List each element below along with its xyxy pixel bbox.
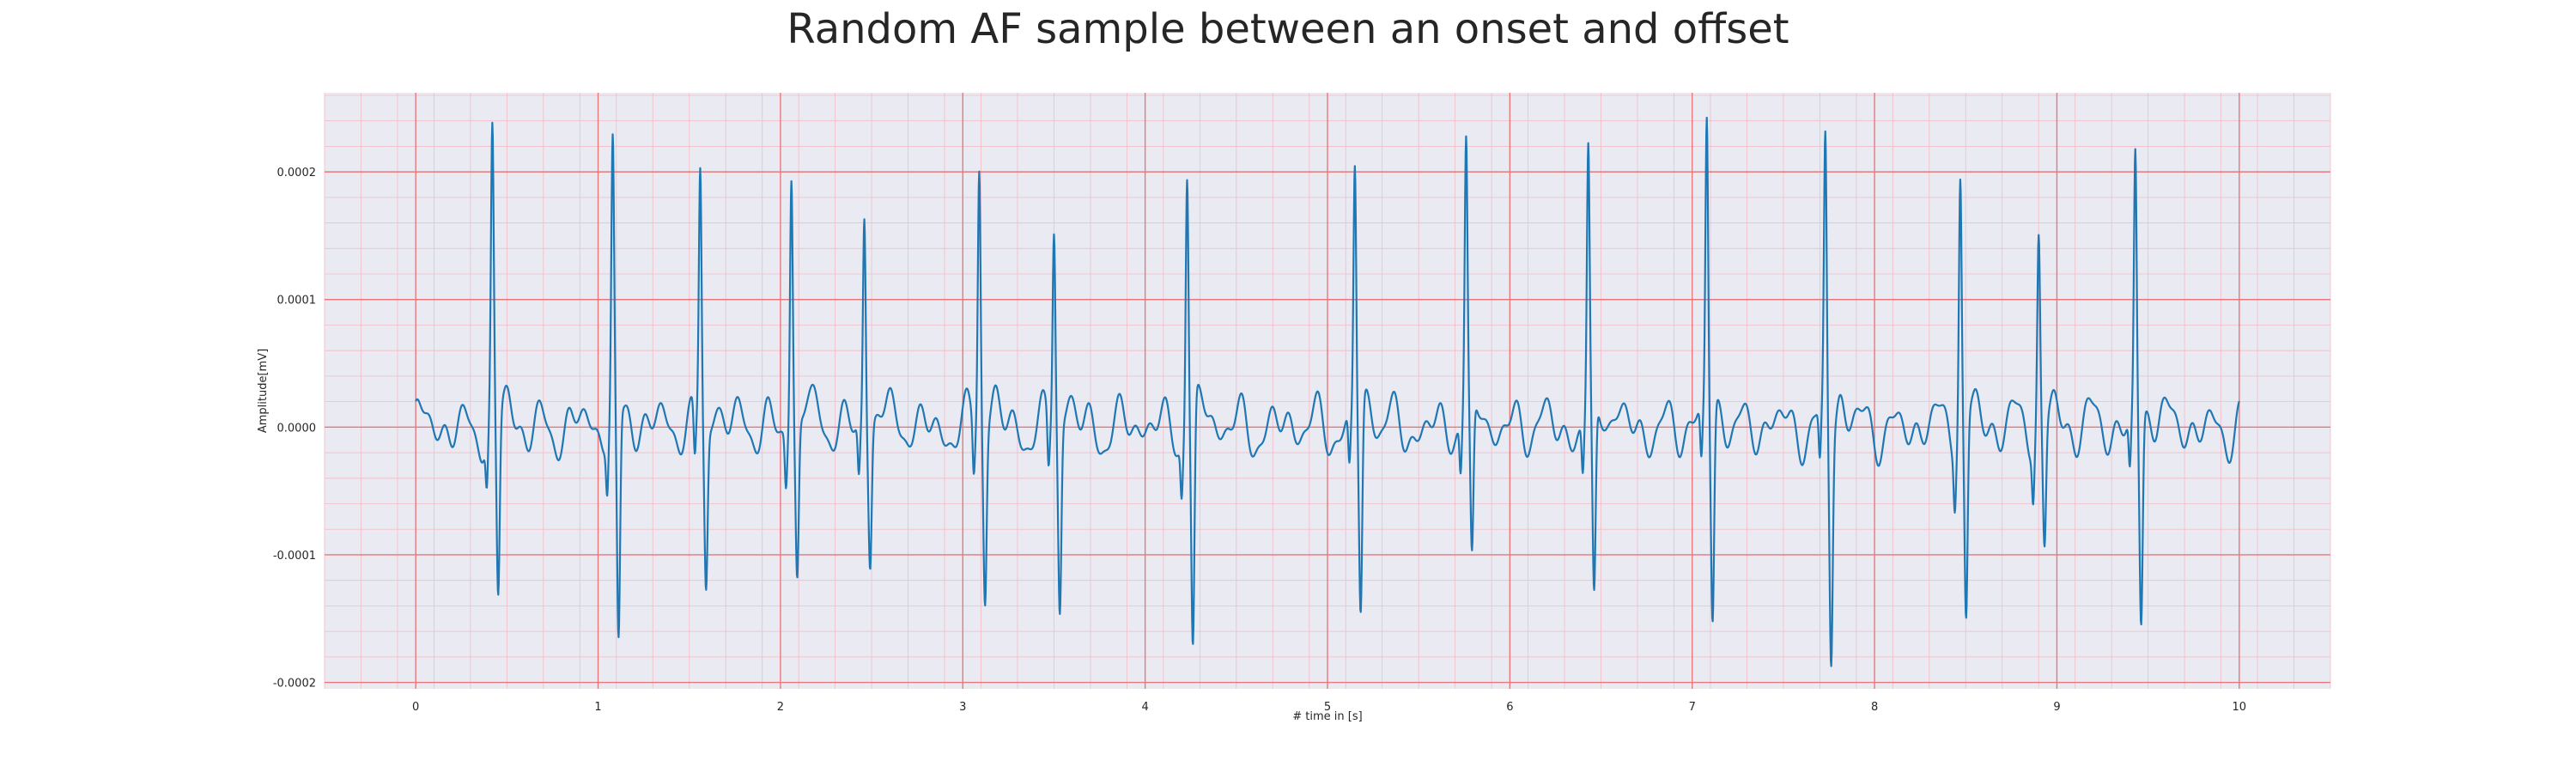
y-tick-label: 0.0002	[277, 167, 317, 180]
chart-title: Random AF sample between an onset and of…	[787, 5, 1789, 53]
x-tick-labels: 0 1 2 3 4 5 6 7 8 9 10	[412, 701, 2246, 714]
x-tick-label: 8	[1871, 701, 1878, 714]
major-grid	[325, 93, 2330, 689]
x-tick-label: 2	[777, 701, 784, 714]
x-tick-label: 6	[1506, 701, 1513, 714]
y-tick-label: 0.0000	[277, 422, 317, 435]
signal-line	[415, 116, 2240, 667]
x-tick-label: 10	[2233, 701, 2247, 714]
x-tick-label: 7	[1689, 701, 1696, 714]
y-tick-label: -0.0002	[273, 678, 316, 691]
x-tick-label: 1	[594, 701, 601, 714]
x-tick-label: 0	[412, 701, 419, 714]
x-tick-label: 3	[959, 701, 966, 714]
series-layer	[415, 116, 2240, 667]
x-tick-label: 4	[1141, 701, 1148, 714]
y-axis-label: Amplitude[mV]	[257, 349, 270, 433]
x-tick-label: 9	[2053, 701, 2060, 714]
y-tick-label: 0.0001	[277, 295, 317, 307]
y-tick-labels: -0.0002 -0.0001 0.0000 0.0001 0.0002	[273, 167, 316, 690]
x-tick-label: 5	[1324, 701, 1331, 714]
y-tick-label: -0.0001	[273, 550, 316, 563]
x-axis-label: # time in [s]	[1292, 710, 1362, 723]
